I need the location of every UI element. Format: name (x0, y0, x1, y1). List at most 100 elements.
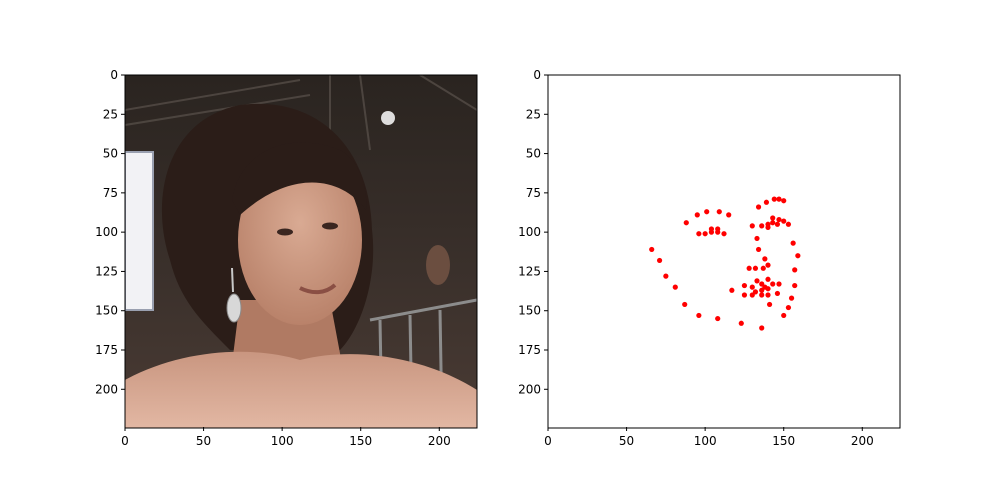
landmark-point (770, 215, 776, 221)
landmark-point (781, 312, 787, 319)
landmark-point (683, 220, 689, 226)
landmark-point (672, 284, 678, 290)
landmark-point (781, 218, 787, 224)
landmark-point (774, 290, 781, 297)
landmark-point (708, 229, 715, 235)
landmark-point (766, 301, 773, 308)
photo-x-tick-label: 200 (428, 434, 451, 448)
landmark-point (765, 262, 771, 268)
portrait-photo (125, 75, 477, 428)
landmark-point (749, 223, 755, 229)
landmark-scatter-panel: 0 50 100 150 200 0 25 50 75 100 125 150 175 200 (518, 68, 901, 448)
photo-x-tick-label: 50 (196, 434, 211, 448)
landmark-point (774, 221, 781, 227)
landmark-point (762, 256, 768, 262)
scatter-y-tick-label: 150 (518, 304, 541, 318)
photo-earring (226, 267, 242, 323)
photo-x-tick-label: 0 (121, 434, 129, 448)
landmark-point (649, 246, 655, 253)
landmark-point (781, 198, 787, 204)
landmark-point (749, 284, 755, 290)
scatter-axes-frame (547, 74, 901, 429)
landmark-point (746, 265, 752, 271)
landmark-point (785, 304, 792, 311)
landmark-point (785, 221, 792, 227)
scatter-y-tick-label: 200 (518, 382, 541, 396)
photo-x-tick-label: 100 (271, 434, 294, 448)
photo-y-tick-label: 0 (110, 68, 118, 82)
scatter-x-tick-label: 150 (772, 434, 795, 448)
scatter-y-tick-label: 125 (518, 264, 541, 278)
landmark-point (776, 196, 782, 202)
landmark-point (755, 246, 762, 253)
scatter-y-tick-label: 175 (518, 343, 541, 357)
photo-light (381, 111, 395, 125)
landmark-point (759, 325, 765, 331)
landmark-point (776, 281, 782, 287)
landmark-point (663, 273, 669, 279)
scatter-y-axis: 0 25 50 75 100 125 150 175 200 (518, 68, 548, 396)
photo-x-axis: 0 50 100 150 200 (121, 427, 451, 448)
scatter-x-tick-label: 200 (851, 434, 874, 448)
landmark-point (754, 278, 760, 284)
scatter-y-tick-label: 75 (526, 186, 541, 200)
landmark-point (726, 212, 732, 218)
landmark-point (704, 209, 710, 215)
landmark-point (770, 281, 776, 287)
landmark-point (788, 295, 795, 301)
photo-y-tick-label: 175 (95, 343, 118, 357)
scatter-y-tick-label: 0 (533, 68, 541, 82)
scatter-x-tick-label: 100 (694, 434, 717, 448)
landmark-point (755, 204, 762, 210)
landmark-point (749, 292, 755, 298)
landmark-point (790, 240, 796, 246)
photo-bystander (426, 245, 450, 285)
photo-y-axis: 0 25 50 75 100 125 150 175 200 (95, 68, 125, 396)
scatter-y-tick-label: 100 (518, 225, 541, 239)
landmark-point (696, 312, 702, 319)
scatter-x-tick-label: 0 (544, 434, 552, 448)
landmark-point (759, 223, 765, 229)
landmark-point (776, 216, 782, 223)
photo-face (238, 155, 362, 325)
scatter-y-tick-label: 50 (526, 147, 541, 161)
landmark-point (759, 287, 765, 293)
landmark-point (682, 301, 688, 308)
scatter-x-tick-label: 50 (619, 434, 634, 448)
photo-y-tick-label: 125 (95, 264, 118, 278)
scatter-y-tick-label: 25 (526, 107, 541, 121)
landmark-point (738, 320, 744, 326)
landmark-point (741, 292, 748, 298)
landmark-point (716, 209, 722, 215)
landmark-point (792, 282, 798, 289)
landmark-point (752, 265, 759, 271)
landmark-point (754, 235, 760, 242)
photo-y-tick-label: 50 (103, 147, 118, 161)
landmark-points (649, 196, 801, 331)
landmark-point (656, 257, 663, 264)
landmark-point (770, 220, 776, 226)
landmark-point (759, 292, 765, 298)
photo-shoulders (125, 351, 477, 428)
landmark-point (792, 267, 798, 273)
landmark-point (729, 287, 735, 293)
landmark-point (702, 231, 708, 237)
photo-x-tick-label: 150 (349, 434, 372, 448)
photo-panel: 0 50 100 150 200 0 25 50 75 100 125 150 175 200 (95, 68, 478, 448)
photo-axes-frame (124, 74, 478, 429)
photo-y-tick-label: 200 (95, 382, 118, 396)
landmark-point (759, 281, 765, 287)
scatter-x-axis: 0 50 100 150 200 (544, 427, 874, 448)
photo-y-tick-label: 100 (95, 225, 118, 239)
landmark-point (795, 253, 801, 259)
photo-y-tick-label: 75 (103, 186, 118, 200)
landmark-point (765, 286, 771, 292)
landmark-point (765, 221, 771, 227)
landmark-point (771, 196, 777, 202)
landmark-point (721, 231, 727, 237)
photo-y-tick-label: 150 (95, 304, 118, 318)
landmark-point (694, 212, 700, 218)
photo-y-tick-label: 25 (103, 107, 118, 121)
photo-sign (125, 152, 153, 310)
